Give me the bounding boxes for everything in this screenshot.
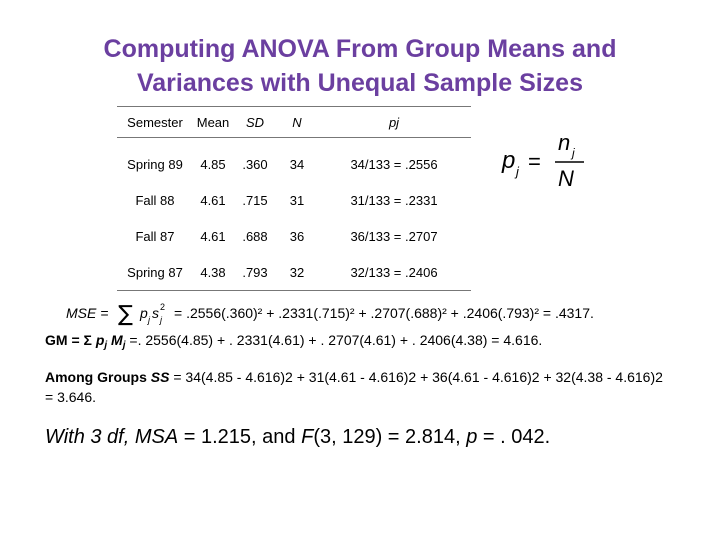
conclusion-f: F (301, 426, 314, 448)
cell-mean: 4.61 (200, 192, 226, 208)
table-row: Spring 87 4.38 .793 32 32/133 = .2406 (117, 254, 471, 291)
cell-mean: 4.38 (200, 264, 226, 280)
title-line-2: Variances with Unequal Sample Sizes (136, 69, 583, 97)
slide-title: Computing ANOVA From Group Means and Var… (0, 32, 720, 100)
formula-n: n (558, 130, 570, 155)
gm-m: M (111, 332, 123, 348)
cell-semester: Fall 88 (135, 192, 175, 208)
mse-body: = .2556(.360)² + .2331(.715)² + .2707(.6… (174, 305, 594, 321)
semester-table: Semester Mean SD N pj Spring 89 4.85 .36… (117, 106, 471, 291)
title-line-1: Computing ANOVA From Group Means and (103, 35, 617, 63)
gm-m-sub: j (122, 340, 126, 351)
cell-n: 36 (289, 228, 305, 244)
formula-p: p (501, 147, 515, 174)
mse-s-sub: j (159, 315, 163, 325)
mse-s: s (152, 305, 159, 321)
among-label: Among Groups (45, 369, 151, 385)
mse-p-sub: j (147, 315, 151, 325)
mse-p: p (139, 305, 148, 321)
summation-symbol: ∑ (118, 302, 133, 327)
gm-p: p (95, 332, 105, 348)
formula-n-sub: j (570, 146, 575, 160)
cell-pj: 34/133 = .2556 (350, 156, 438, 172)
conclusion-p: p (466, 426, 478, 448)
cell-semester: Spring 89 (127, 156, 183, 172)
cell-sd: .688 (242, 228, 268, 244)
gm-p-sub: j (104, 340, 108, 351)
header-mean: Mean (196, 114, 230, 130)
cell-n: 31 (289, 192, 305, 208)
table-header-row: Semester Mean SD N pj (117, 106, 471, 138)
table-row: Spring 89 4.85 .360 34 34/133 = .2556 (117, 138, 471, 183)
header-pj: pj (388, 114, 400, 130)
cell-pj: 31/133 = .2331 (350, 192, 438, 208)
among-text: = 34(4.85 ‐ 4.616)2 + 31(4.61 ‐ 4.616)2 … (45, 369, 663, 405)
among-groups-line: Among Groups SS = 34(4.85 ‐ 4.616)2 + 31… (45, 367, 665, 407)
among-ss: SS (150, 369, 170, 385)
cell-mean: 4.85 (200, 156, 226, 172)
conclusion-c: (3, 129) = 2.814, (313, 426, 467, 448)
cell-semester: Spring 87 (127, 264, 183, 280)
cell-sd: .793 (242, 264, 268, 280)
formula-big-n: N (558, 166, 574, 191)
cell-sd: .360 (242, 156, 268, 172)
mse-prefix: MSE = (66, 305, 108, 321)
grand-mean-line: GM = Σ pj Mj =. 2556(4.85) + . 2331(4.61… (45, 330, 675, 356)
semester-table-container: Semester Mean SD N pj Spring 89 4.85 .36… (117, 106, 471, 291)
conclusion-d: = . 042. (477, 426, 551, 448)
mse-s-sup: 2 (160, 302, 165, 312)
table-row: Fall 87 4.61 .688 36 36/133 = .2707 (117, 218, 471, 254)
cell-semester: Fall 87 (135, 228, 175, 244)
cell-sd: .715 (242, 192, 268, 208)
cell-pj: 36/133 = .2707 (350, 228, 438, 244)
cell-mean: 4.61 (200, 228, 226, 244)
gm-rest: =. 2556(4.85) + . 2331(4.61) + . 2707(4.… (125, 332, 543, 348)
conclusion-line: With 3 df, MSA = 1.215, and F(3, 129) = … (45, 424, 675, 450)
cell-n: 34 (289, 156, 305, 172)
cell-n: 32 (289, 264, 305, 280)
header-n: N (292, 114, 302, 130)
header-semester: Semester (127, 114, 183, 130)
table-row: Fall 88 4.61 .715 31 31/133 = .2331 (117, 182, 471, 218)
mse-equation: MSE = ∑ p j s 2 j = .2556(.360)² + .2331… (66, 302, 594, 327)
formula-equals: = (528, 149, 541, 174)
cell-pj: 32/133 = .2406 (350, 264, 438, 280)
conclusion-b: = 1.215, and (178, 426, 302, 448)
conclusion-a: With 3 df, MSA (45, 426, 179, 448)
formula-p-sub: j (514, 164, 520, 179)
pj-formula: p j = n j N (501, 130, 584, 191)
header-sd: SD (245, 114, 265, 130)
gm-label: GM = Σ (45, 332, 92, 348)
